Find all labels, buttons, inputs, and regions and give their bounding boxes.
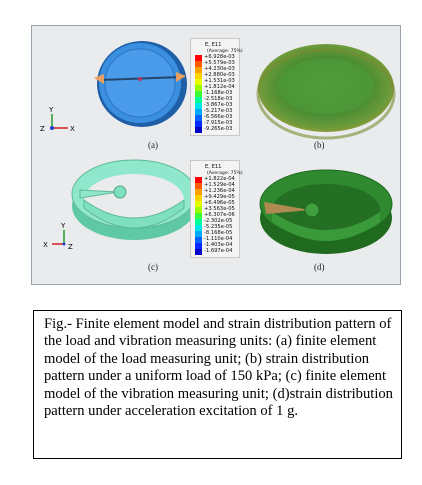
legend-d-subtitle: (Average: 75%) — [207, 171, 243, 176]
legend-d-value: +6.496e-05 — [204, 200, 235, 206]
legend-d-value: -2.302e-05 — [204, 218, 233, 224]
contour-color-swatch — [195, 85, 202, 91]
legend-b-value: -2.518e-03 — [204, 96, 233, 102]
contour-color-swatch — [195, 225, 202, 231]
panel-a-load-unit-model — [94, 41, 187, 127]
contour-color-swatch — [195, 109, 202, 115]
legend-b-values: +6.928e-03 +5.579e-03 +4.230e-03 +2.880e… — [204, 54, 235, 132]
contour-color-swatch — [195, 219, 202, 225]
legend-d-value: +9.429e-05 — [204, 194, 235, 200]
figure-panel: (a) Y Z X E, E11 (Average: 75%) +6.928e-… — [31, 25, 401, 285]
legend-b-value: +6.928e-03 — [204, 54, 235, 60]
legend-b-value: +1.531e-03 — [204, 78, 235, 84]
legend-b-value: -9.265e-03 — [204, 126, 233, 132]
legend-b-title: E, E11 — [205, 42, 222, 48]
legend-d-value: +6.307e-06 — [204, 212, 235, 218]
legend-d: E, E11 (Average: 75%) +1.822e-04 +1.529e… — [190, 160, 243, 258]
legend-b-colorbar — [195, 55, 202, 133]
triad-top-z: Z — [40, 125, 45, 133]
contour-color-swatch — [195, 243, 202, 249]
legend-d-value: +1.236e-04 — [204, 188, 235, 194]
panel-d-strain-vibration-unit — [259, 169, 393, 254]
panel-d-label: (d) — [314, 262, 325, 272]
contour-color-swatch — [195, 55, 202, 61]
contour-color-swatch — [195, 207, 202, 213]
legend-d-value: +1.822e-04 — [204, 176, 235, 182]
panel-c-label: (c) — [148, 262, 158, 272]
legend-d-colorbar — [195, 177, 202, 255]
legend-b-value: +2.880e-03 — [204, 72, 235, 78]
legend-d-values: +1.822e-04 +1.529e-04 +1.236e-04 +9.429e… — [204, 176, 235, 254]
contour-color-swatch — [195, 97, 202, 103]
legend-d-value: -5.235e-05 — [204, 224, 233, 230]
contour-color-swatch — [195, 237, 202, 243]
contour-color-swatch — [195, 177, 202, 183]
legend-d-value: -1.697e-04 — [204, 248, 233, 254]
legend-b-value: -5.217e-03 — [204, 108, 233, 114]
legend-d-value: -1.110e-04 — [204, 236, 233, 242]
triad-top-x: X — [70, 125, 75, 133]
legend-d-title: E, E11 — [205, 164, 222, 170]
figure-caption: Fig.- Finite element model and strain di… — [33, 310, 402, 459]
contour-color-swatch — [195, 103, 202, 109]
triad-bottom-z: Z — [68, 243, 73, 251]
contour-color-swatch — [195, 183, 202, 189]
contour-color-swatch — [195, 61, 202, 67]
contour-color-swatch — [195, 195, 202, 201]
legend-b-value: +4.230e-03 — [204, 66, 235, 72]
triad-bottom-y: Y — [60, 222, 66, 230]
contour-color-swatch — [195, 121, 202, 127]
contour-color-swatch — [195, 115, 202, 121]
panel-c-vibration-unit-model — [71, 159, 197, 240]
contour-color-swatch — [195, 79, 202, 85]
contour-color-swatch — [195, 201, 202, 207]
panel-a-label: (a) — [148, 140, 158, 150]
legend-d-value: -8.168e-05 — [204, 230, 233, 236]
contour-color-swatch — [195, 127, 202, 133]
legend-b-subtitle: (Average: 75%) — [207, 49, 243, 54]
legend-b-value: +1.812e-04 — [204, 84, 235, 90]
caption-text: Fig.- Finite element model and strain di… — [44, 316, 393, 420]
triad-bottom-x: X — [43, 241, 48, 249]
contour-color-swatch — [195, 213, 202, 219]
contour-color-swatch — [195, 231, 202, 237]
contour-color-swatch — [195, 189, 202, 195]
axis-triad-bottom: Y X Z — [43, 222, 73, 251]
legend-b-value: -6.566e-03 — [204, 114, 233, 120]
legend-b-value: -1.168e-03 — [204, 90, 233, 96]
legend-d-value: +3.563e-05 — [204, 206, 235, 212]
legend-b: E, E11 (Average: 75%) +6.928e-03 +5.579e… — [190, 38, 243, 136]
legend-b-value: -7.915e-03 — [204, 120, 233, 126]
contour-color-swatch — [195, 91, 202, 97]
axis-triad-top: Y Z X — [40, 106, 75, 133]
legend-d-value: -1.403e-04 — [204, 242, 233, 248]
contour-color-swatch — [195, 249, 202, 255]
legend-b-value: -3.867e-03 — [204, 102, 233, 108]
panel-b-label: (b) — [314, 140, 325, 150]
legend-b-value: +5.579e-03 — [204, 60, 235, 66]
legend-d-value: +1.529e-04 — [204, 182, 235, 188]
triad-top-y: Y — [48, 106, 54, 114]
contour-color-swatch — [195, 73, 202, 79]
panel-b-strain-load-unit — [256, 44, 396, 140]
contour-color-swatch — [195, 67, 202, 73]
